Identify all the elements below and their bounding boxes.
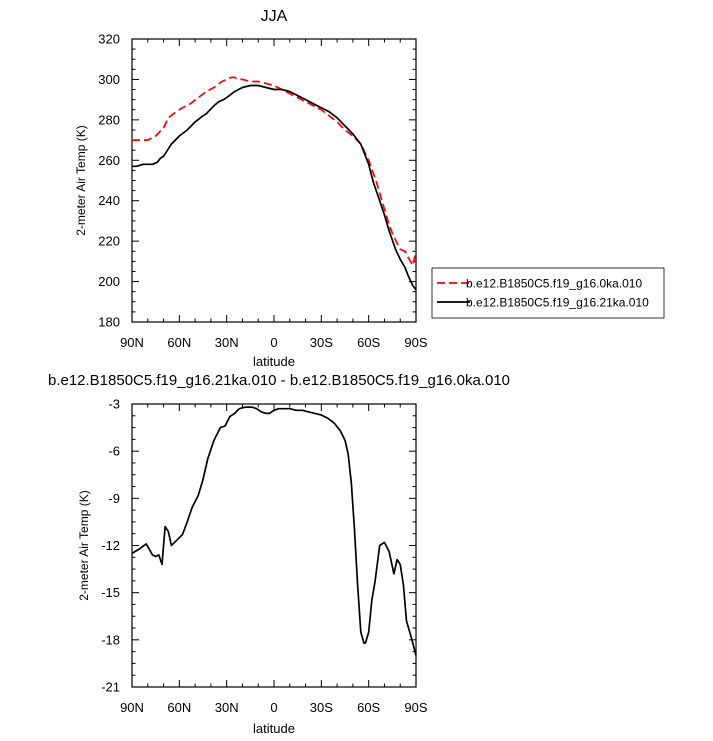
chart-2-xtick-label: 30N: [215, 700, 239, 715]
chart-2-title: b.e12.B1850C5.f19_g16.21ka.010 - b.e12.B…: [48, 372, 510, 389]
chart-1-ytick-label: 180: [98, 315, 120, 330]
chart-2-y-axis-label: 2-meter Air Temp (K): [77, 490, 91, 600]
chart-1-xtick-label: 90N: [120, 335, 144, 350]
chart-1-series-line-2: [132, 84, 417, 291]
chart-2-ytick-label: -6: [108, 444, 120, 459]
chart-2-series-line-1: [131, 406, 417, 656]
chart-1-x-axis-label: latitude: [253, 354, 295, 369]
chart-1-xtick-label: 60S: [357, 335, 380, 350]
chart-1-ytick-label: 240: [98, 193, 120, 208]
chart-1-ytick-label: 260: [98, 153, 120, 168]
chart-1-xtick-label: 30S: [310, 335, 333, 350]
legend-label-2: b.e12.B1850C5.f19_g16.21ka.010: [466, 296, 649, 310]
chart-2-x-axis-label: latitude: [253, 721, 295, 736]
chart-1-ytick-label: 220: [98, 234, 120, 249]
chart-2-ytick-label: -15: [101, 585, 120, 600]
chart-2-ytick-label: -21: [101, 680, 120, 695]
chart-2-xtick-label: 60S: [357, 700, 380, 715]
legend-box: [431, 267, 665, 319]
chart-2-ytick-label: -12: [101, 538, 120, 553]
chart-1-xtick-label: 60N: [167, 335, 191, 350]
chart-1-ytick-label: 320: [98, 32, 120, 47]
chart-1-xtick-label: 90S: [404, 335, 427, 350]
chart-2-ytick-label: -9: [108, 491, 120, 506]
chart-2-xtick-label: 60N: [167, 700, 191, 715]
chart-1-series-line-1: [132, 76, 417, 267]
chart-1-xtick-label: 0: [270, 335, 277, 350]
chart-1-xtick-label: 30N: [215, 335, 239, 350]
legend-label-1: b.e12.B1850C5.f19_g16.0ka.010: [466, 277, 642, 291]
chart-2-ytick-label: -3: [108, 397, 120, 412]
chart-2-ytick-label: -18: [101, 632, 120, 647]
chart-1-title: JJA: [261, 8, 288, 25]
chart-1-ytick-label: 300: [98, 72, 120, 87]
chart-1-ytick-label: 280: [98, 112, 120, 127]
chart-2-xtick-label: 90S: [404, 700, 427, 715]
chart-1-y-axis-label: 2-meter Air Temp (K): [74, 125, 88, 235]
chart-2-xtick-label: 0: [270, 700, 277, 715]
chart-2-plot-frame: [131, 403, 417, 688]
chart-1-ytick-label: 200: [98, 274, 120, 289]
chart-2-xtick-label: 30S: [310, 700, 333, 715]
chart-2-xtick-label: 90N: [120, 700, 144, 715]
